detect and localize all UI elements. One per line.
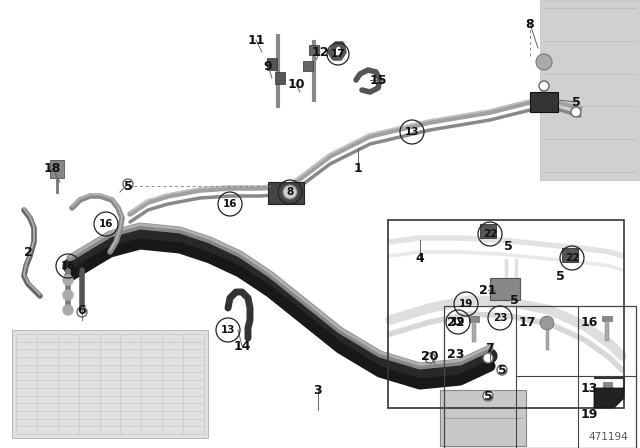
Text: 471194: 471194	[588, 432, 628, 442]
Text: 19: 19	[459, 299, 473, 309]
Bar	[545, 330, 548, 350]
Text: 22: 22	[483, 229, 497, 239]
Text: 13: 13	[404, 127, 419, 137]
Bar	[605, 387, 609, 403]
Text: 7: 7	[486, 341, 494, 354]
Text: 16: 16	[61, 261, 76, 271]
Text: 5: 5	[498, 363, 506, 376]
Bar	[12, 330, 208, 438]
Text: 23: 23	[447, 348, 465, 361]
Bar	[444, 306, 636, 448]
Text: 23: 23	[493, 313, 508, 323]
Bar	[268, 182, 304, 204]
Bar	[602, 382, 611, 387]
Bar	[490, 278, 520, 300]
Text: 5: 5	[556, 270, 564, 283]
Circle shape	[123, 179, 133, 189]
Bar	[440, 390, 526, 446]
Bar	[469, 316, 479, 322]
Bar	[388, 220, 624, 408]
Circle shape	[77, 307, 87, 317]
Circle shape	[483, 353, 493, 363]
Circle shape	[283, 185, 297, 199]
Text: 5: 5	[484, 389, 492, 402]
Bar	[540, 0, 640, 180]
Text: 15: 15	[369, 73, 387, 86]
Text: 20: 20	[421, 349, 439, 362]
Text: 1: 1	[354, 161, 362, 175]
Bar	[602, 316, 612, 321]
Text: 13: 13	[581, 382, 598, 395]
Text: 5: 5	[572, 95, 580, 108]
Circle shape	[536, 54, 552, 70]
Circle shape	[63, 305, 73, 315]
Text: 8: 8	[525, 17, 534, 30]
Text: 19: 19	[451, 317, 465, 327]
Polygon shape	[594, 388, 624, 408]
Text: 12: 12	[311, 46, 329, 59]
Circle shape	[63, 290, 73, 300]
Text: 22: 22	[564, 253, 579, 263]
Text: 17: 17	[519, 316, 536, 329]
Bar	[480, 224, 496, 238]
Text: 21: 21	[479, 284, 497, 297]
Text: 5: 5	[509, 293, 518, 306]
Circle shape	[425, 353, 435, 363]
Text: 2: 2	[24, 246, 33, 258]
Text: 8: 8	[286, 187, 294, 197]
Bar	[309, 45, 319, 55]
Text: 13: 13	[221, 325, 236, 335]
Circle shape	[63, 275, 73, 285]
Text: 14: 14	[233, 340, 251, 353]
Text: 19: 19	[581, 408, 598, 421]
Bar	[530, 92, 558, 112]
Circle shape	[540, 316, 554, 330]
Text: 11: 11	[247, 34, 265, 47]
Text: 9: 9	[264, 60, 272, 73]
Bar	[605, 321, 609, 341]
Circle shape	[497, 365, 507, 375]
Circle shape	[483, 391, 493, 401]
Text: 16: 16	[99, 219, 113, 229]
Text: 3: 3	[314, 383, 323, 396]
Bar	[275, 72, 285, 84]
Circle shape	[539, 81, 549, 91]
Text: 16: 16	[223, 199, 237, 209]
Bar	[303, 61, 313, 71]
Text: 5: 5	[124, 180, 132, 193]
Text: 6: 6	[77, 303, 86, 316]
Text: 22: 22	[447, 316, 465, 329]
Bar	[562, 248, 578, 262]
Text: 18: 18	[44, 161, 61, 175]
Text: 5: 5	[504, 240, 513, 253]
Bar	[267, 58, 277, 70]
Bar	[50, 160, 64, 178]
Text: 17: 17	[331, 49, 346, 59]
Text: 10: 10	[287, 78, 305, 90]
Circle shape	[571, 107, 581, 117]
Text: 16: 16	[581, 316, 598, 329]
Bar	[472, 322, 476, 342]
Text: 4: 4	[415, 251, 424, 264]
